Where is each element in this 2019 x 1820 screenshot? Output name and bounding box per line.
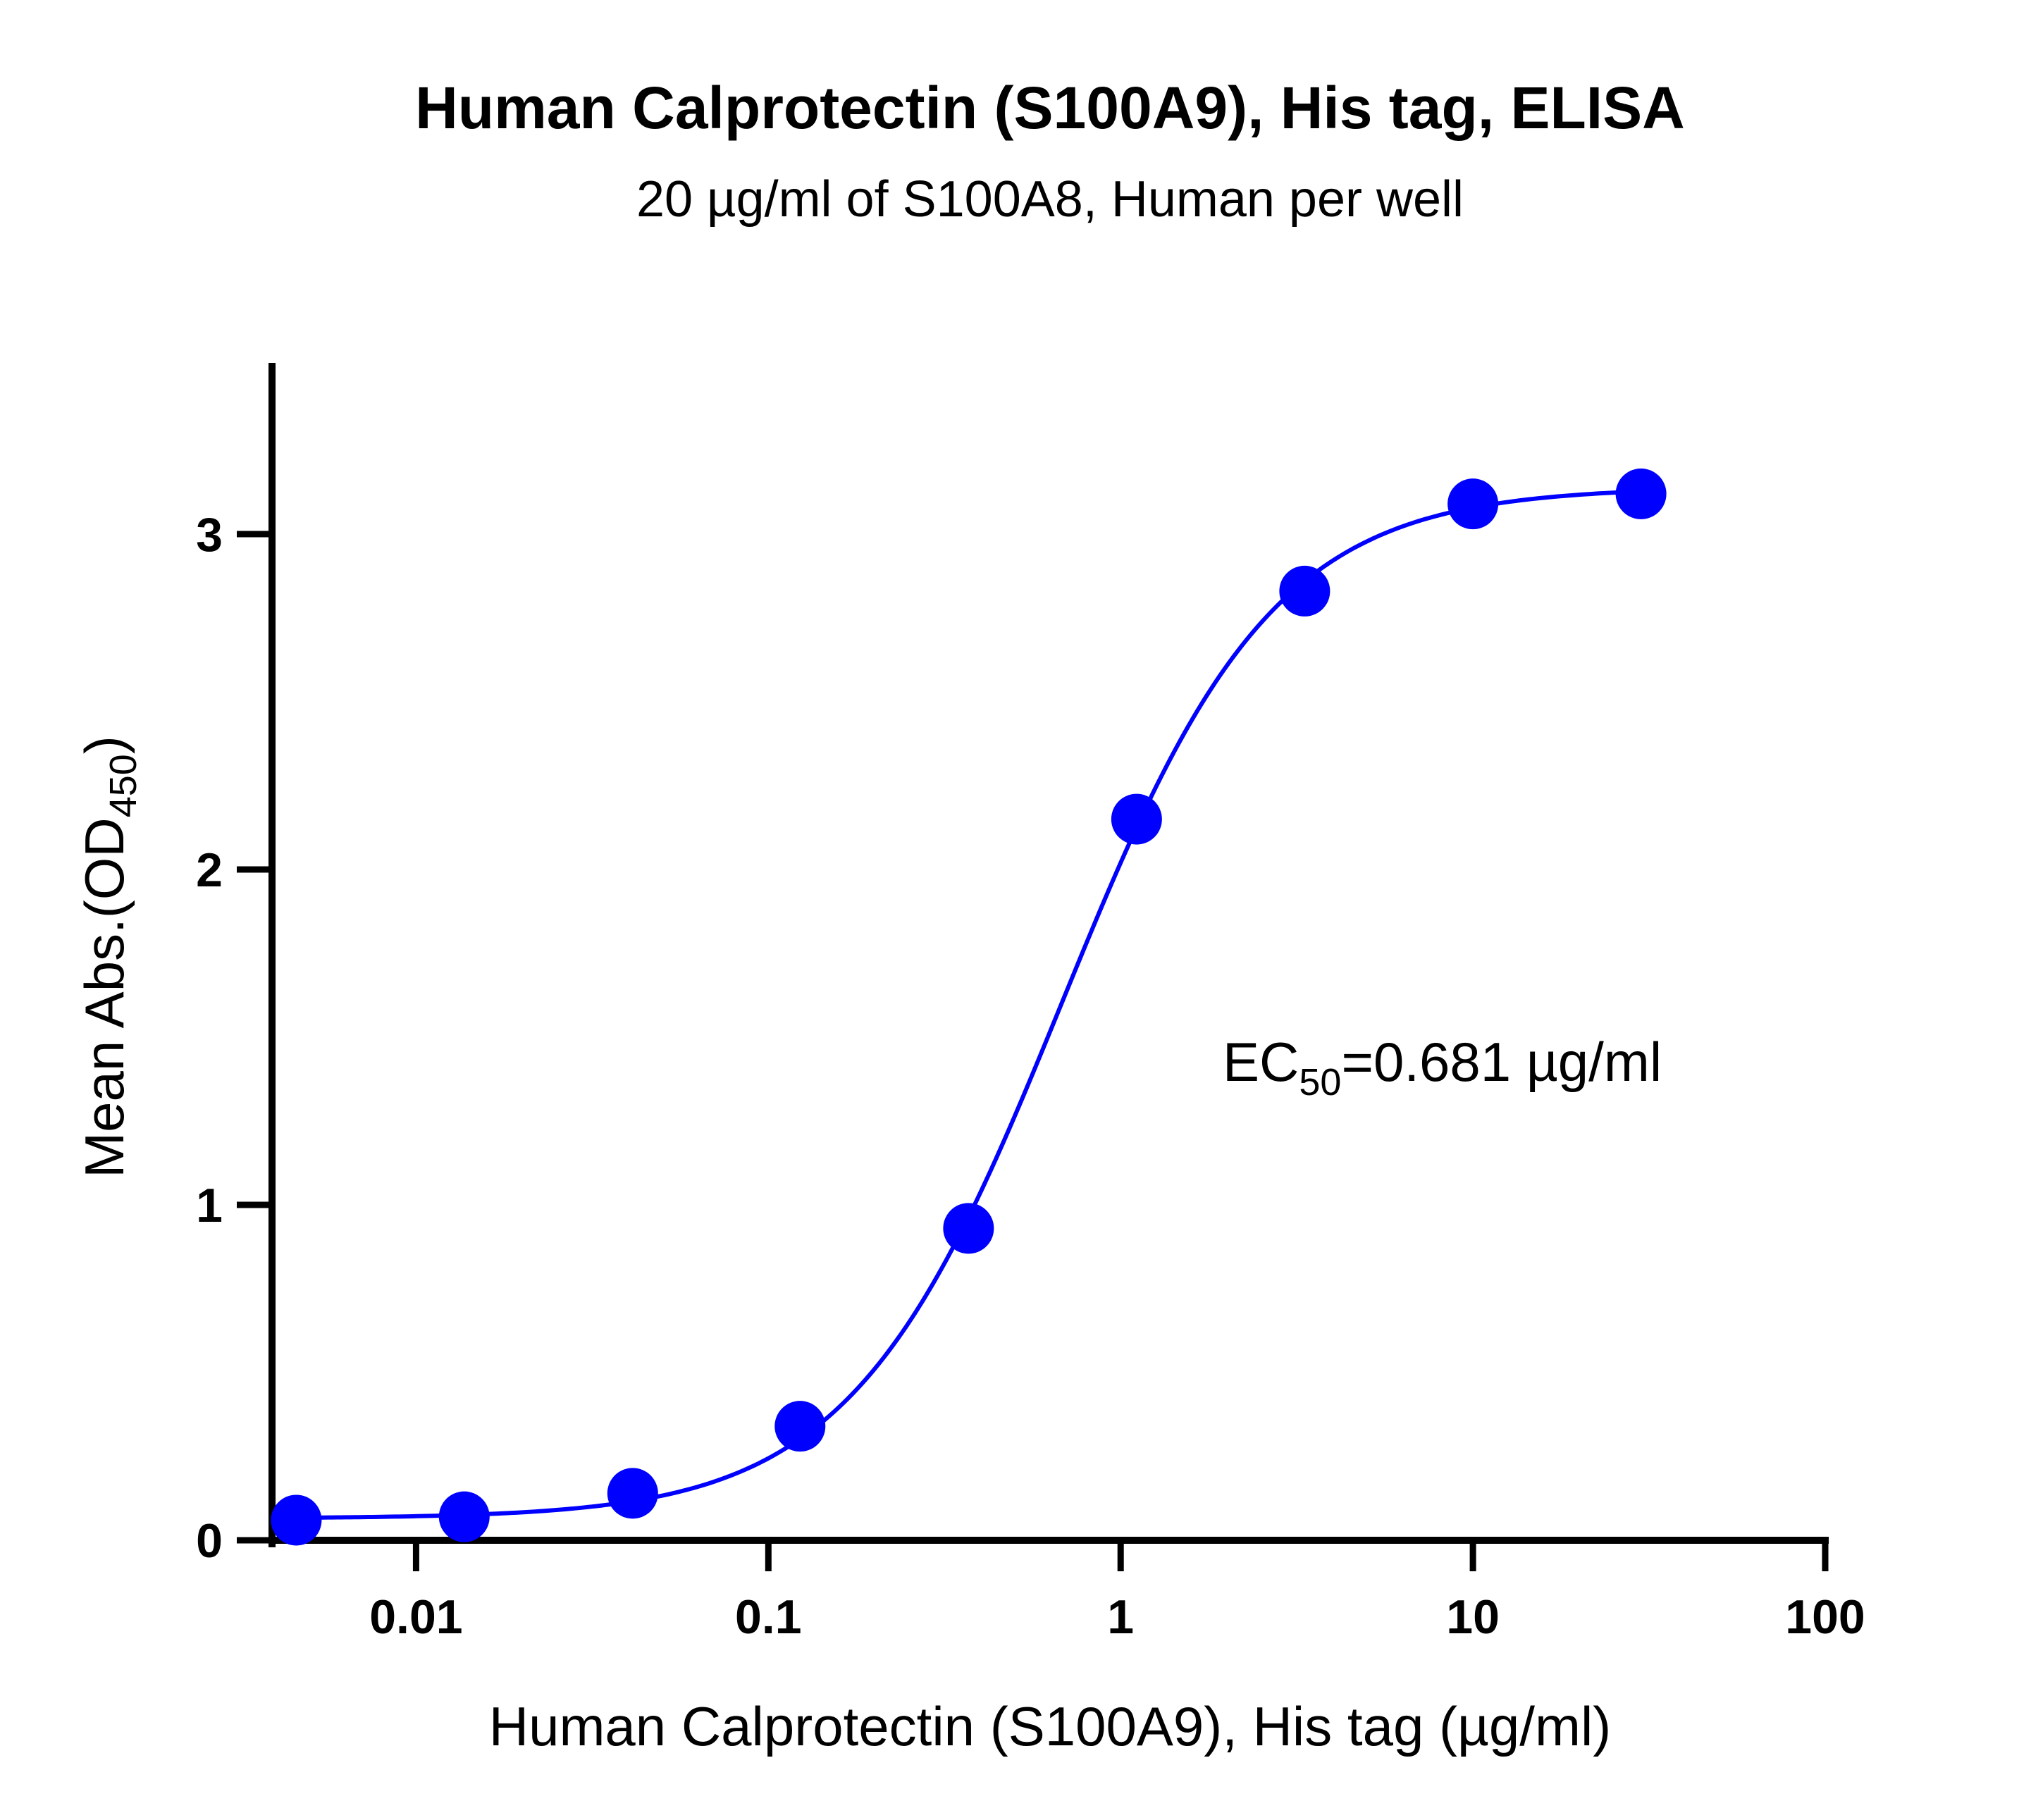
x-axis-label: Human Calprotectin (S100A9), His tag (µg… — [489, 1695, 1612, 1757]
axes: 0.01 0.1 1 10 100 0 1 2 3 — [196, 363, 1865, 1644]
data-point — [607, 1468, 658, 1519]
y-tick-label: 3 — [196, 508, 223, 562]
x-tick-label: 100 — [1785, 1590, 1865, 1644]
y-tick-label: 2 — [196, 843, 223, 897]
y-axis-label-close: ) — [73, 736, 135, 754]
data-point — [271, 1494, 322, 1546]
data-point — [1615, 468, 1667, 519]
y-axis-label-main: Mean Abs.(OD — [73, 817, 135, 1178]
data-point — [1111, 793, 1162, 845]
y-tick-label: 0 — [196, 1514, 223, 1568]
ec50-sub: 50 — [1299, 1061, 1341, 1103]
ec50-annotation: EC50=0.681 µg/ml — [1223, 1031, 1662, 1103]
chart-subtitle: 20 µg/ml of S100A8, Human per well — [636, 171, 1464, 228]
y-axis-label: Mean Abs.(OD450) — [73, 736, 144, 1178]
y-tick-label: 1 — [196, 1179, 223, 1232]
fit-curve-layer — [296, 489, 1641, 1521]
x-tick-label: 0.1 — [735, 1590, 802, 1644]
data-point — [774, 1401, 826, 1452]
ec50-prefix: EC — [1223, 1031, 1299, 1093]
data-point — [438, 1491, 490, 1542]
data-points-layer — [271, 468, 1667, 1546]
x-tick-label: 0.01 — [369, 1590, 462, 1644]
y-axis-label-sub: 450 — [102, 754, 144, 817]
data-point — [1279, 565, 1330, 617]
x-tick-label: 10 — [1446, 1590, 1500, 1644]
fit-curve — [296, 489, 1641, 1521]
data-point — [943, 1203, 994, 1254]
chart-title: Human Calprotectin (S100A9), His tag, EL… — [415, 75, 1685, 141]
ec50-suffix: =0.681 µg/ml — [1341, 1031, 1662, 1093]
x-tick-label: 1 — [1107, 1590, 1134, 1644]
data-point — [1447, 478, 1499, 530]
